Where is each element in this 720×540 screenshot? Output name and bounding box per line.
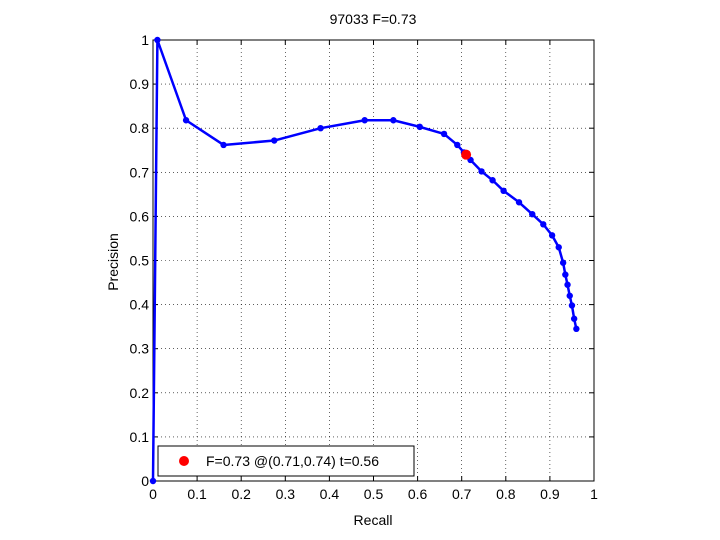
x-tick-label: 0 xyxy=(149,486,157,502)
y-tick-label: 0.3 xyxy=(130,341,150,357)
x-tick-label: 0.2 xyxy=(231,486,251,502)
pr-curve-point xyxy=(478,168,485,175)
pr-curve-point xyxy=(220,141,227,149)
pr-curve-point xyxy=(454,141,461,149)
x-tick-label: 0.3 xyxy=(276,486,296,502)
x-tick-label: 1 xyxy=(590,486,598,502)
x-tick-label: 0.4 xyxy=(320,486,340,502)
pr-curve-point xyxy=(564,281,571,288)
pr-curve-point xyxy=(361,117,368,124)
pr-curve-point xyxy=(573,325,580,333)
x-tick-label: 0.6 xyxy=(408,486,428,502)
y-tick-label: 0.9 xyxy=(130,76,150,92)
legend-marker xyxy=(179,456,189,466)
x-axis-ticks: 0 0.1 0.2 0.3 0.4 0.5 0.6 0.7 0.8 0.9 1 xyxy=(149,40,598,502)
legend-box xyxy=(157,445,415,477)
pr-curve-point xyxy=(555,244,562,251)
pr-curve-point xyxy=(540,221,547,228)
pr-curve-point xyxy=(559,259,567,266)
pr-curve-point xyxy=(515,199,523,206)
y-tick-label: 0.4 xyxy=(130,297,150,313)
y-tick-label: 0 xyxy=(141,473,149,489)
y-tick-label: 0.7 xyxy=(130,164,150,180)
pr-curve-point xyxy=(570,315,578,322)
legend-entry-label: F=0.73 @(0.71,0.74) t=0.56 xyxy=(206,453,379,469)
pr-curve-point xyxy=(562,271,569,278)
x-axis-label: Recall xyxy=(354,512,393,528)
y-tick-label: 0.2 xyxy=(130,385,150,401)
y-tick-label: 0.6 xyxy=(130,208,150,224)
y-axis-ticks: 0 0.1 0.2 0.3 0.4 0.5 0.6 0.7 0.8 0.9 1 xyxy=(130,32,594,489)
x-tick-label: 0.8 xyxy=(496,486,516,502)
y-axis-label: Precision xyxy=(105,233,121,291)
pr-curve-line xyxy=(151,38,578,482)
chart-title: 97033 F=0.73 xyxy=(330,11,417,27)
pr-curve-point xyxy=(548,232,556,239)
pr-curve-point xyxy=(416,123,424,131)
pr-curve-point xyxy=(500,187,507,195)
pr-curve-point xyxy=(317,125,324,132)
pr-curve-point xyxy=(271,137,278,144)
pr-curve-point xyxy=(182,117,190,124)
pr-curve-point xyxy=(440,130,448,138)
x-tick-label: 0.5 xyxy=(364,486,384,502)
pr-curve-point xyxy=(529,210,536,218)
pr-curve-point xyxy=(568,302,576,309)
y-tick-label: 1 xyxy=(141,32,149,48)
pr-curve-point xyxy=(149,477,157,485)
x-tick-label: 0.7 xyxy=(452,486,472,502)
series-group xyxy=(149,36,580,485)
pr-curve-point xyxy=(489,177,496,184)
y-tick-label: 0.5 xyxy=(130,253,150,269)
grid-lines xyxy=(153,40,594,481)
y-tick-label: 0.8 xyxy=(130,120,150,136)
x-tick-label: 0.1 xyxy=(187,486,207,502)
legend: F=0.73 @(0.71,0.74) t=0.56 xyxy=(157,445,415,477)
pr-curve-point xyxy=(566,292,573,299)
pr-curve-point xyxy=(154,36,161,44)
x-tick-label: 0.9 xyxy=(540,486,560,502)
pr-curve-point xyxy=(390,117,397,124)
best-f-point xyxy=(461,149,472,160)
y-tick-label: 0.1 xyxy=(130,429,150,445)
